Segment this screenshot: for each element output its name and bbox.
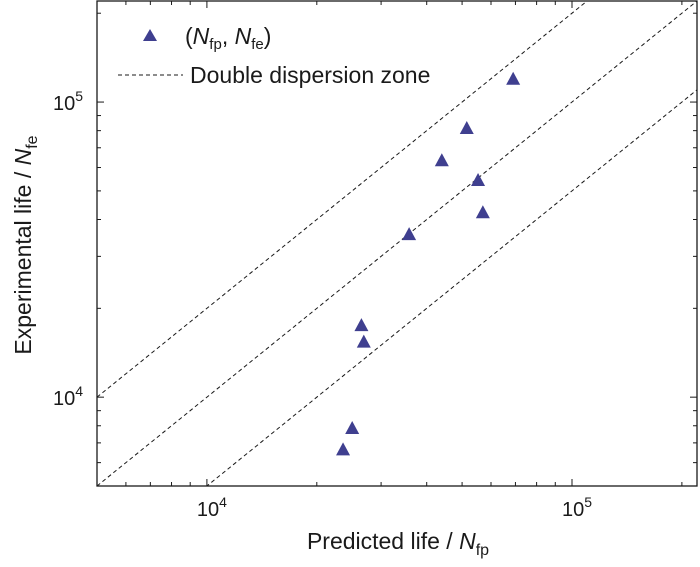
- data-point-7: [459, 121, 474, 135]
- reference-line-3: [206, 89, 697, 486]
- legend-triangle-marker: [143, 29, 157, 41]
- y-tick-label: 105: [53, 88, 83, 115]
- data-point-4: [354, 318, 369, 332]
- axis-tick-labels: 104 105 104 105: [53, 88, 592, 521]
- data-point-3: [356, 334, 371, 348]
- plot-frame: [96, 0, 698, 487]
- x-tick-label: 105: [562, 494, 592, 521]
- data-points: [336, 71, 521, 456]
- legend-series-label: (Nfp, Nfe): [185, 23, 271, 53]
- data-point-2: [345, 421, 360, 435]
- legend: (Nfp, Nfe) Double dispersion zone: [118, 23, 430, 88]
- data-point-9: [475, 205, 490, 219]
- x-axis-title: Predicted life / Nfp: [307, 528, 489, 559]
- data-point-8: [471, 173, 486, 187]
- data-point-10: [506, 71, 521, 85]
- data-point-1: [336, 442, 351, 456]
- y-tick-label: 104: [53, 383, 83, 410]
- axis-ticks: [96, 1, 697, 487]
- reference-line-2: [97, 1, 697, 486]
- data-point-5: [402, 227, 417, 241]
- data-point-6: [434, 153, 449, 167]
- x-tick-label: 104: [197, 494, 227, 521]
- y-axis-title: Experimental life / Nfe: [10, 135, 41, 354]
- reference-lines: [97, 1, 697, 486]
- reference-line-1: [97, 1, 588, 398]
- legend-dispersion-label: Double dispersion zone: [190, 62, 430, 88]
